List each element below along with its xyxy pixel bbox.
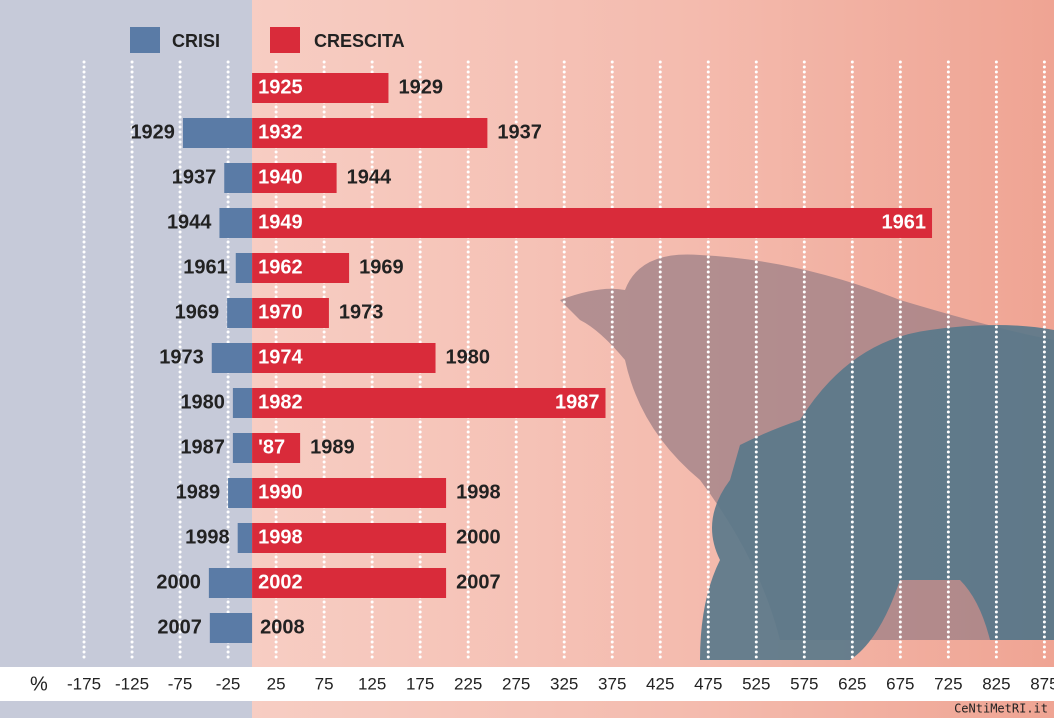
growth-start-label: '87 bbox=[258, 436, 285, 458]
growth-end-label: 1944 bbox=[347, 166, 392, 188]
x-axis-label: % bbox=[30, 673, 48, 695]
crisis-label: 1929 bbox=[130, 121, 175, 143]
crisis-bar bbox=[233, 433, 252, 463]
x-tick-label: 425 bbox=[646, 674, 674, 693]
crisis-bar bbox=[183, 118, 252, 148]
x-tick-label: 125 bbox=[358, 674, 386, 693]
crisis-label: 2007 bbox=[157, 616, 202, 638]
x-tick-label: 25 bbox=[267, 674, 286, 693]
growth-start-label: 2002 bbox=[258, 571, 303, 593]
x-tick-label: 625 bbox=[838, 674, 866, 693]
x-tick-label: -25 bbox=[216, 674, 241, 693]
growth-start-label: 1925 bbox=[258, 76, 303, 98]
growth-end-label: 2007 bbox=[456, 571, 501, 593]
crisis-bar bbox=[224, 163, 252, 193]
x-tick-label: 525 bbox=[742, 674, 770, 693]
x-tick-label: 575 bbox=[790, 674, 818, 693]
crisis-label: 1973 bbox=[159, 346, 204, 368]
legend-swatch bbox=[130, 27, 160, 53]
crisis-label: 2000 bbox=[156, 571, 201, 593]
growth-bar bbox=[252, 388, 605, 418]
growth-end-label: 2000 bbox=[456, 526, 501, 548]
growth-start-label: 1962 bbox=[258, 256, 303, 278]
growth-start-label: 2008 bbox=[260, 616, 305, 638]
growth-start-label: 1990 bbox=[258, 481, 303, 503]
crisis-label: 1987 bbox=[180, 436, 225, 458]
growth-start-label: 1949 bbox=[258, 211, 303, 233]
crisis-label: 1969 bbox=[175, 301, 220, 323]
x-tick-label: 175 bbox=[406, 674, 434, 693]
growth-end-label: 1980 bbox=[446, 346, 491, 368]
crisis-label: 1937 bbox=[172, 166, 217, 188]
x-tick-label: 375 bbox=[598, 674, 626, 693]
chart: % CeNtiMetRI.it -175 -125 -75 -25 25 75 125 175… bbox=[0, 0, 1054, 718]
legend-label: CRISI bbox=[172, 31, 220, 51]
growth-start-label: 1998 bbox=[258, 526, 303, 548]
growth-end-label: 1998 bbox=[456, 481, 501, 503]
growth-start-label: 1974 bbox=[258, 346, 303, 368]
growth-start-label: 1970 bbox=[258, 301, 303, 323]
x-tick-label: -175 bbox=[67, 674, 101, 693]
crisis-label: 1961 bbox=[183, 256, 228, 278]
growth-end-label: 1969 bbox=[359, 256, 404, 278]
crisis-label: 1989 bbox=[176, 481, 221, 503]
x-tick-label: 325 bbox=[550, 674, 578, 693]
growth-end-label: 1961 bbox=[882, 211, 927, 233]
crisis-bar bbox=[233, 388, 252, 418]
crisis-label: 1980 bbox=[180, 391, 225, 413]
growth-start-label: 1940 bbox=[258, 166, 303, 188]
growth-end-label: 1989 bbox=[310, 436, 355, 458]
crisis-label: 1944 bbox=[167, 211, 212, 233]
crisis-bar bbox=[227, 298, 252, 328]
growth-end-label: 1973 bbox=[339, 301, 384, 323]
source: CeNtiMetRI.it bbox=[954, 702, 1048, 716]
crisis-bar bbox=[238, 523, 252, 553]
legend-swatch bbox=[270, 27, 300, 53]
crisis-bar bbox=[219, 208, 252, 238]
crisis-bar bbox=[212, 343, 252, 373]
x-tick-label: 825 bbox=[982, 674, 1010, 693]
x-tick-label: -75 bbox=[168, 674, 193, 693]
x-tick-label: 75 bbox=[315, 674, 334, 693]
growth-end-label: 1937 bbox=[497, 121, 541, 143]
crisis-bar bbox=[228, 478, 252, 508]
growth-start-label: 1932 bbox=[258, 121, 303, 143]
crisis-label: 1998 bbox=[185, 526, 230, 548]
legend-label: CRESCITA bbox=[314, 31, 405, 51]
crisis-bar bbox=[209, 568, 252, 598]
crisis-bar bbox=[210, 613, 252, 643]
growth-end-label: 1929 bbox=[398, 76, 443, 98]
growth-end-label: 1987 bbox=[555, 391, 600, 413]
x-tick-label: 275 bbox=[502, 674, 530, 693]
x-tick-label: 875 bbox=[1030, 674, 1054, 693]
x-tick-label: 675 bbox=[886, 674, 914, 693]
crisis-bar bbox=[236, 253, 252, 283]
x-tick-label: 725 bbox=[934, 674, 962, 693]
x-tick-label: 475 bbox=[694, 674, 722, 693]
growth-start-label: 1982 bbox=[258, 391, 303, 413]
x-tick-label: 225 bbox=[454, 674, 482, 693]
growth-bar bbox=[252, 208, 932, 238]
x-tick-label: -125 bbox=[115, 674, 149, 693]
